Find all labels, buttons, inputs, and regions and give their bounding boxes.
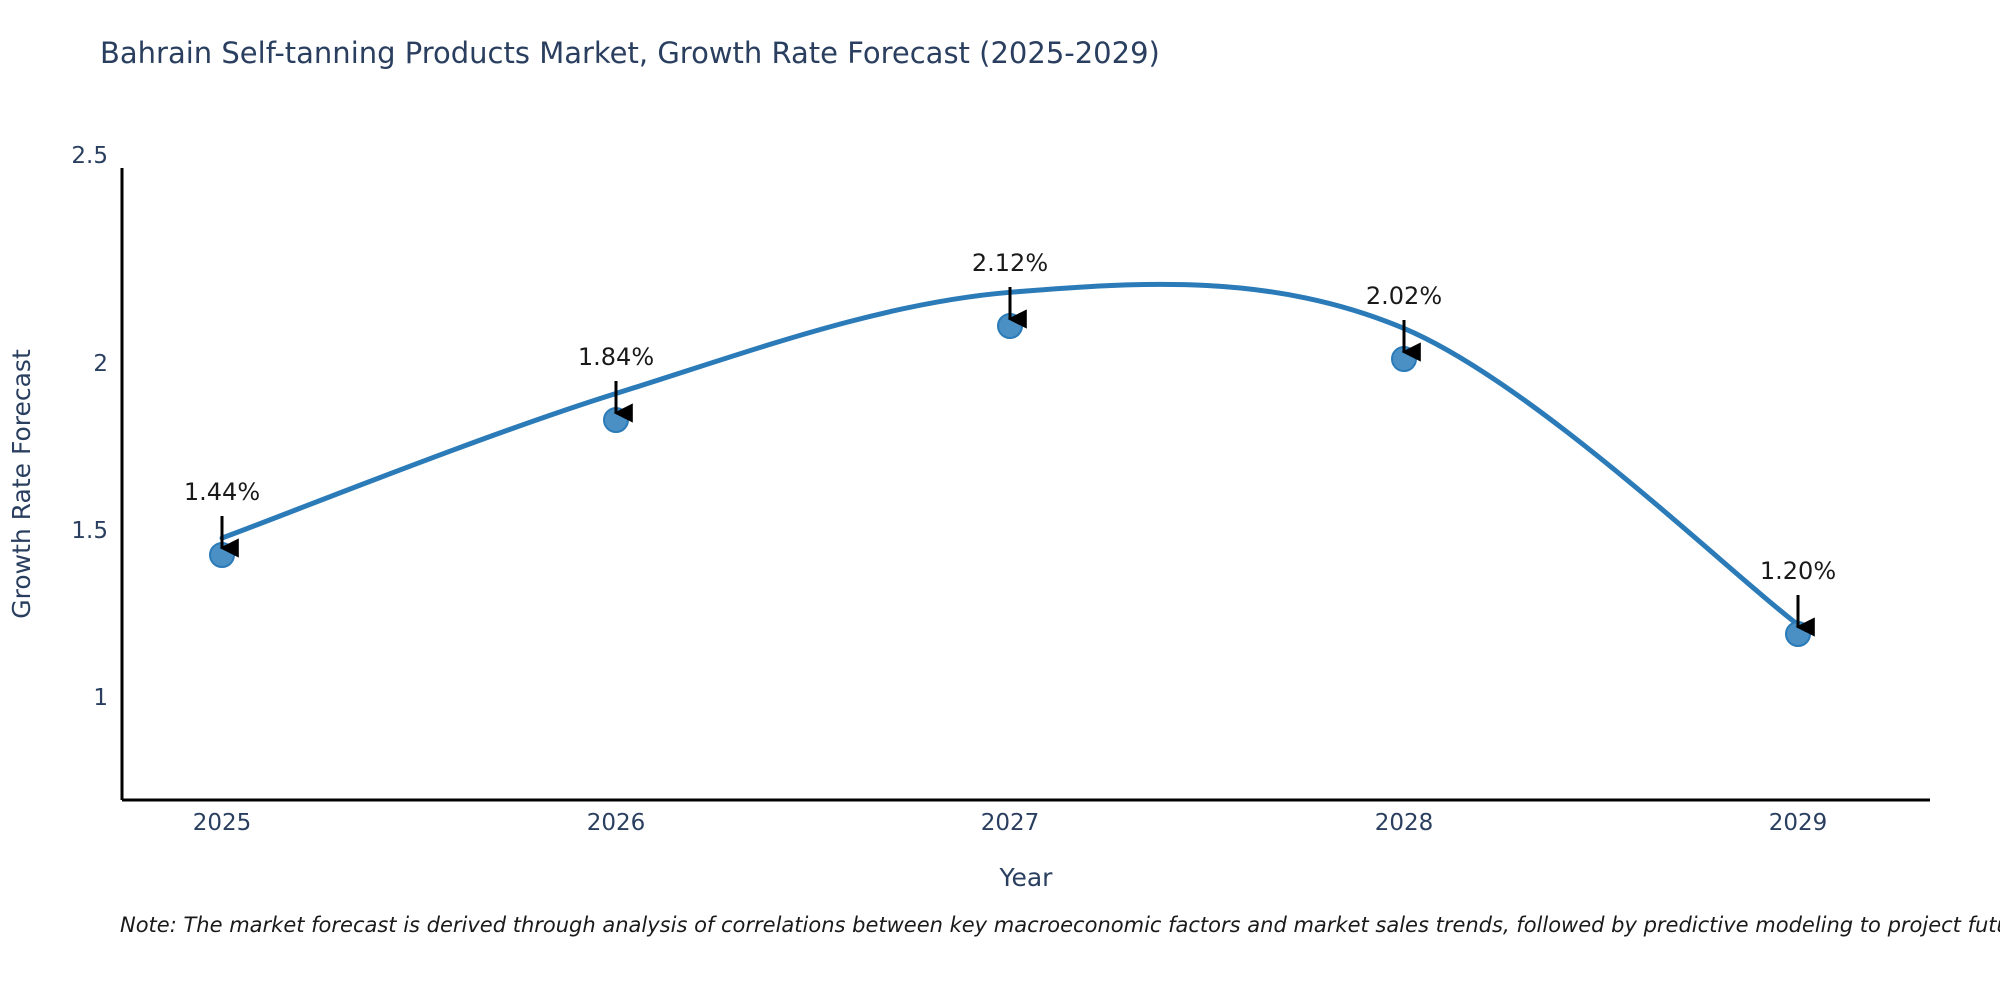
data-point-label-4: 1.20% (1760, 557, 1836, 585)
x-axis-title: Year (999, 863, 1054, 892)
data-point-label-2: 2.12% (972, 249, 1048, 277)
xtick-label-2: 2027 (981, 810, 1040, 836)
xtick-label-0: 2025 (193, 810, 252, 836)
ytick-label-2: 1.5 (71, 518, 108, 544)
ytick-label-1: 2 (93, 351, 108, 377)
page-title: Bahrain Self-tanning Products Market, Gr… (100, 36, 1160, 70)
data-point-label-3: 2.02% (1366, 282, 1442, 310)
xtick-label-1: 2026 (587, 810, 646, 836)
data-point-label-0: 1.44% (184, 478, 260, 506)
y-axis-title: Growth Rate Forecast (7, 349, 36, 619)
ytick-label-3: 1 (93, 685, 108, 711)
data-point-label-1: 1.84% (578, 343, 654, 371)
footnote-text: Note: The market forecast is derived thr… (120, 913, 2000, 937)
xtick-label-4: 2029 (1769, 810, 1828, 836)
xtick-label-3: 2028 (1375, 810, 1434, 836)
ytick-label-0: 2.5 (71, 143, 108, 169)
